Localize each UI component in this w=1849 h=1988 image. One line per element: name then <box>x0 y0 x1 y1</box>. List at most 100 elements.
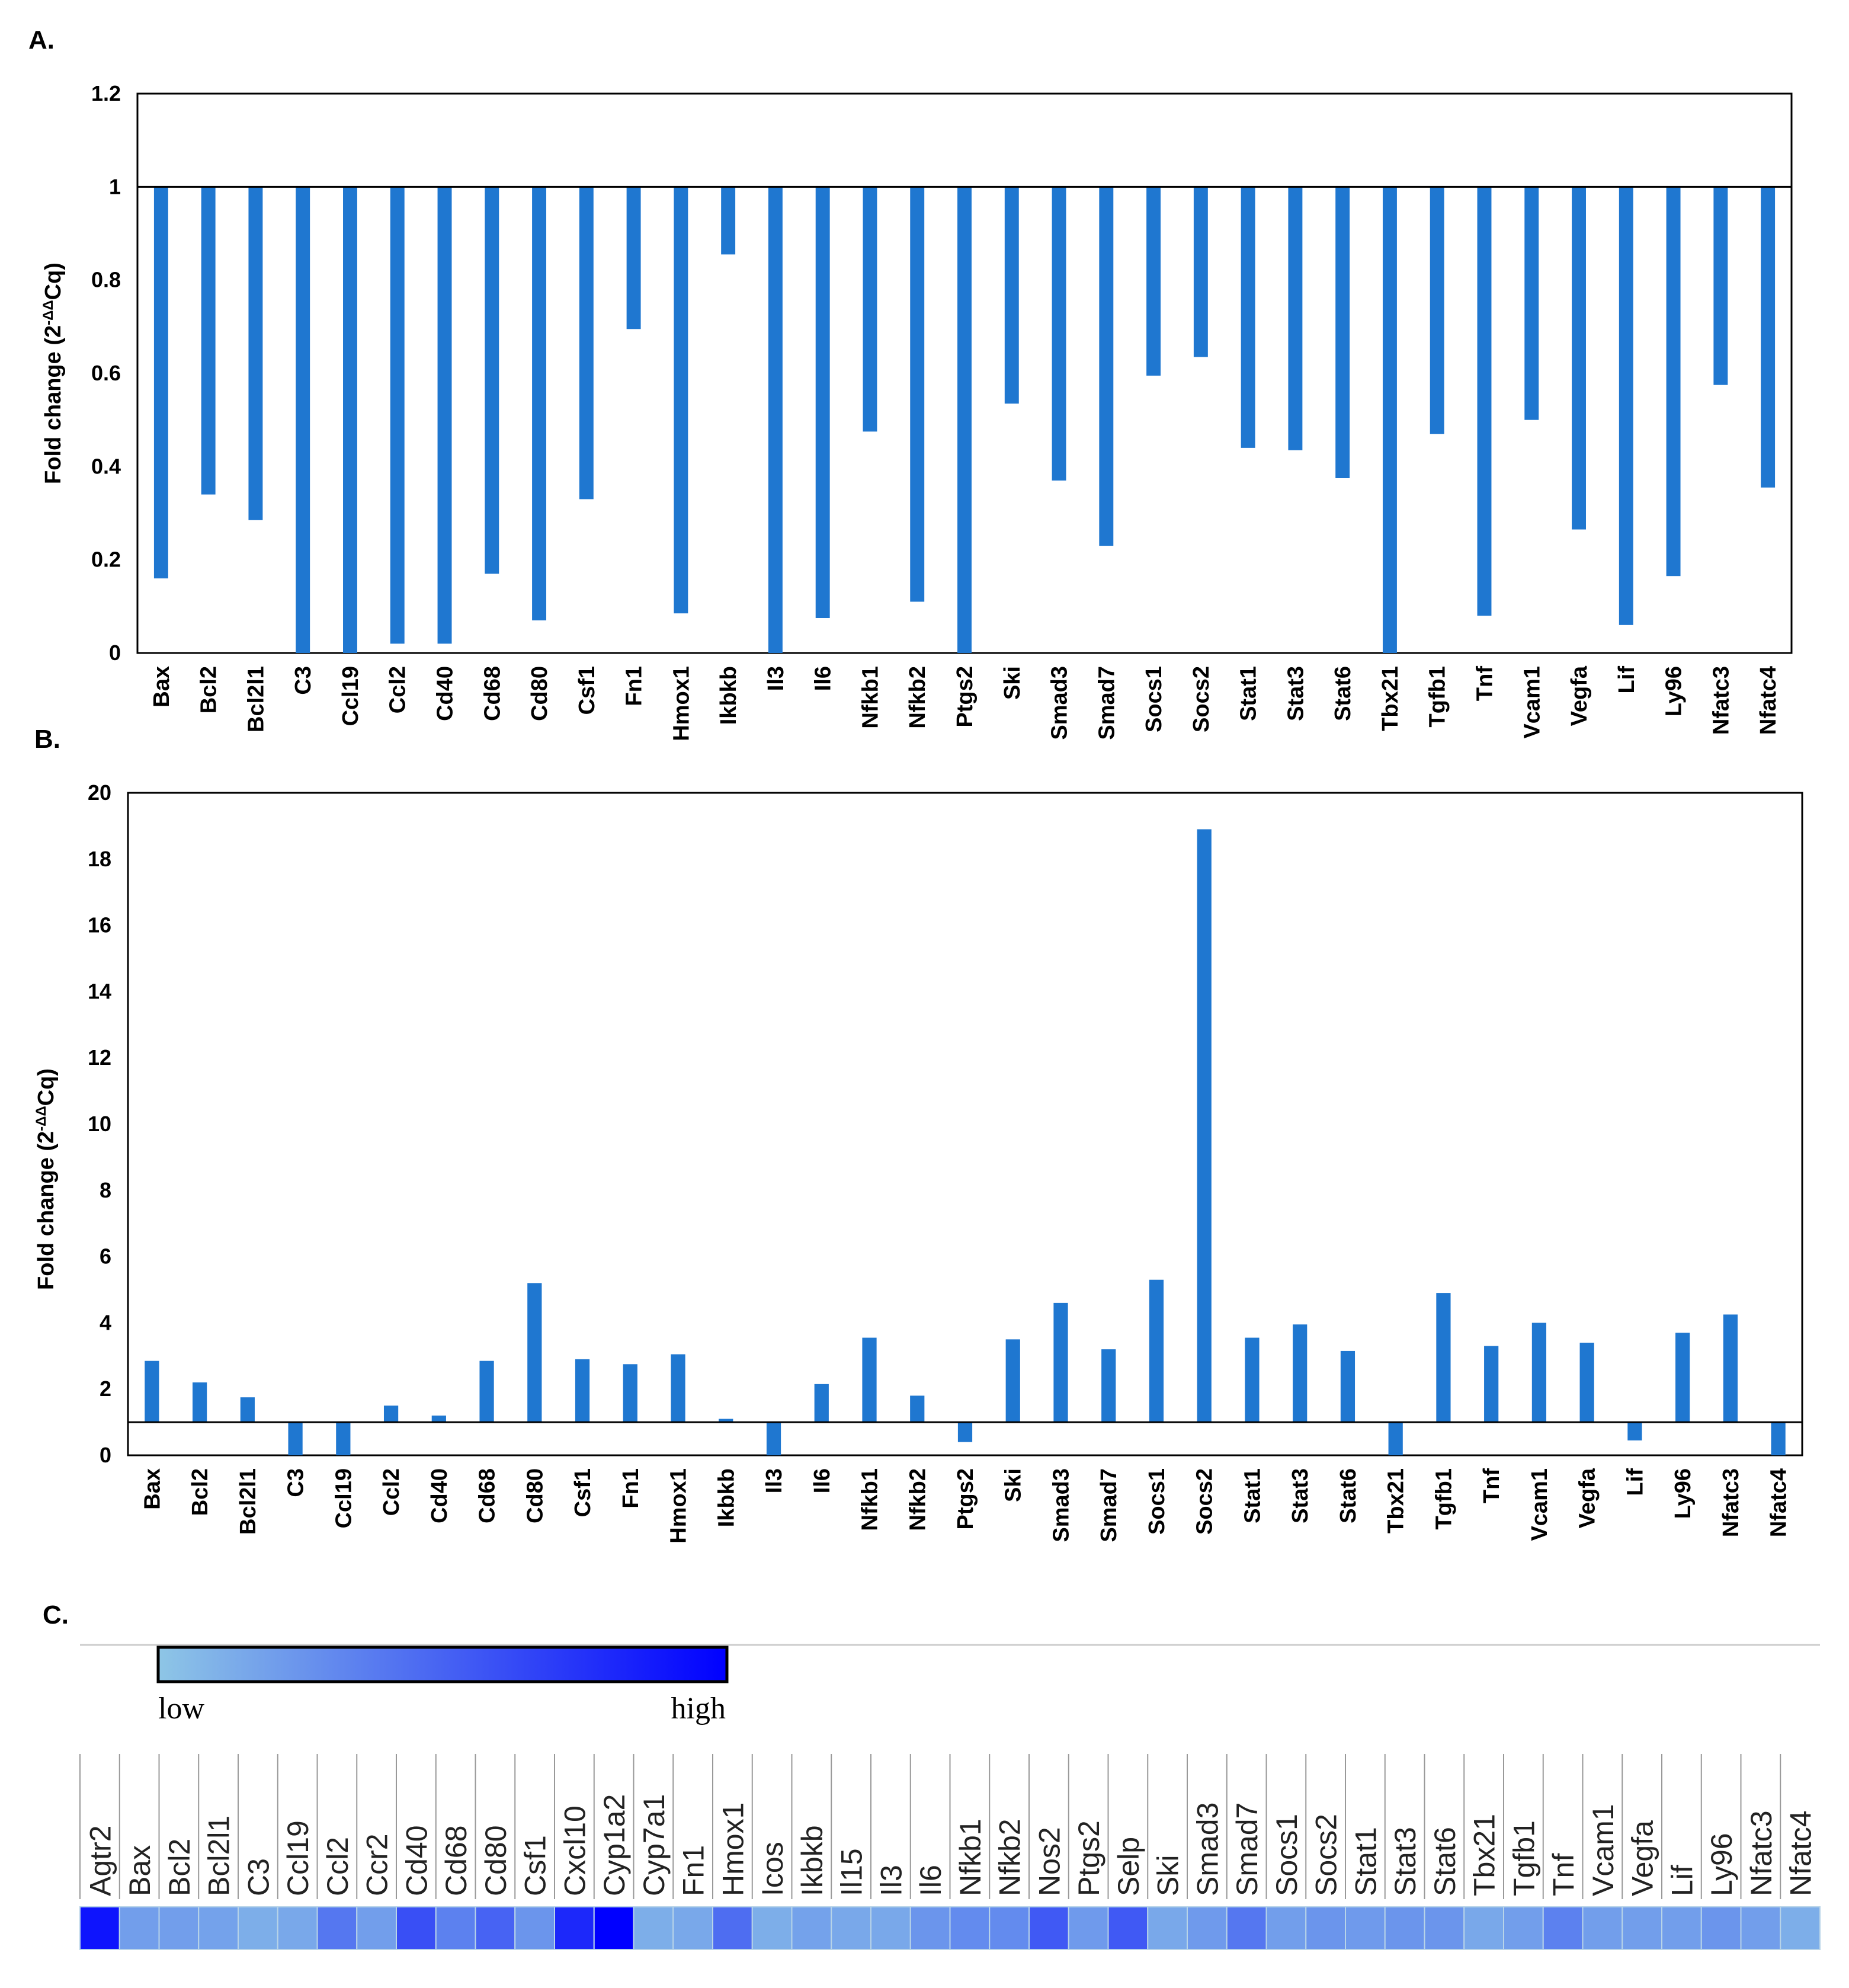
category-label: Tnf <box>1479 1468 1504 1503</box>
bar-Tbx21 <box>1388 1422 1403 1455</box>
bar-Bcl2l1 <box>248 187 263 520</box>
category-label: Bcl2l1 <box>236 1468 261 1535</box>
category-label: Vegfa <box>1567 665 1592 726</box>
category-label: Ikbkb <box>714 1468 739 1527</box>
heatmap-label: Ikbkb <box>796 1825 829 1896</box>
heatmap-cell-Socs2 <box>1305 1906 1346 1950</box>
y-tick-label: 1 <box>109 174 121 199</box>
heatmap-cell-Nfatc4 <box>1780 1906 1821 1950</box>
category-label: Nfatc4 <box>1767 1468 1792 1537</box>
category-label: Ptgs2 <box>953 666 978 727</box>
heatmap-label: Lif <box>1665 1865 1699 1896</box>
bar-Ccl19 <box>343 187 357 653</box>
heatmap-label: Nfkb2 <box>994 1819 1027 1896</box>
bar-Vegfa <box>1572 187 1586 530</box>
panel-label-b: B. <box>34 725 60 754</box>
chart-a-categories: Bax Bcl2 Bcl2l1 C3 Ccl19 Ccl2 Cd40 Cd68 Cd80 Csf1… <box>149 665 1781 741</box>
heatmap-label: Ptgs2 <box>1072 1820 1105 1896</box>
heatmap-label: Fn1 <box>677 1845 710 1896</box>
category-label: Lif <box>1614 666 1639 694</box>
heatmap-label: Nos2 <box>1033 1827 1066 1896</box>
heatmap-cell-Hmox1 <box>712 1906 753 1950</box>
heatmap-cell-Ikbkb <box>791 1906 832 1950</box>
category-label: Bax <box>140 1468 165 1510</box>
bar-Tbx21 <box>1382 187 1397 653</box>
heatmap-cell-Stat6 <box>1424 1906 1465 1950</box>
heatmap-label: Nfkb1 <box>954 1819 987 1896</box>
heatmap-cell-Cd68 <box>435 1906 476 1950</box>
heatmap-cell-Cyp7a1 <box>633 1906 674 1950</box>
bar-Stat1 <box>1245 1337 1260 1423</box>
category-label: Ccl2 <box>386 666 411 713</box>
heatmap-cell-Cd40 <box>396 1906 437 1950</box>
bar-Nfkb1 <box>863 187 877 432</box>
heatmap-cell-Cxcl10 <box>554 1906 595 1950</box>
bar-Vcam1 <box>1524 187 1539 420</box>
heatmap-label: Tgfb1 <box>1507 1820 1540 1896</box>
heatmap-cell-Selp <box>1107 1906 1149 1950</box>
chart-b-bars <box>145 829 1786 1455</box>
category-label: Fn1 <box>622 666 647 706</box>
category-label: Tbx21 <box>1378 666 1403 731</box>
category-label: Stat6 <box>1331 666 1355 721</box>
category-label: Stat3 <box>1283 666 1308 721</box>
category-label: Socs2 <box>1193 1468 1217 1535</box>
chart-b-categories: Bax Bcl2 Bcl2l1 C3 Ccl19 Ccl2 Cd40 Cd68 Cd80 Csf1… <box>140 1468 1791 1544</box>
bar-Bcl2l1 <box>240 1397 255 1423</box>
category-label: Socs1 <box>1142 666 1167 732</box>
bar-Il3 <box>768 187 783 653</box>
heatmap-label: Il6 <box>914 1865 947 1896</box>
heatmap-label: Ski <box>1152 1855 1185 1896</box>
chart-a-bars <box>153 187 1776 653</box>
heatmap-label: Vegfa <box>1626 1820 1659 1896</box>
category-label: Socs1 <box>1145 1468 1169 1535</box>
heatmap-cell-Smad7 <box>1226 1906 1267 1950</box>
y-tick-label: 0.2 <box>91 548 121 572</box>
heatmap-label: Il3 <box>874 1865 908 1896</box>
heatmap-cell-Tbx21 <box>1463 1906 1504 1950</box>
bar-Ptgs2 <box>957 187 972 653</box>
chart-b-frame <box>127 792 1803 1456</box>
category-label: Il3 <box>762 1468 787 1493</box>
heatmap-label: Nfatc4 <box>1784 1810 1818 1896</box>
legend-high-label: high <box>671 1692 726 1726</box>
bar-Smad3 <box>1052 187 1066 481</box>
heatmap-label: Nfatc3 <box>1745 1810 1778 1896</box>
bar-Smad3 <box>1053 1302 1068 1423</box>
bar-Nfkb2 <box>910 187 925 602</box>
heatmap-label: Smad7 <box>1230 1803 1264 1896</box>
bar-Tgfb1 <box>1436 1293 1451 1423</box>
heatmap-cell-Il15 <box>831 1906 871 1950</box>
heatmap-cell-Tgfb1 <box>1503 1906 1544 1950</box>
chart-b-yticks: 0 2 4 6 8 10 12 14 16 18 20 <box>88 780 111 1467</box>
category-label: Nfatc3 <box>1719 1468 1744 1537</box>
heatmap-cell-Stat1 <box>1345 1906 1386 1950</box>
heatmap-label: Cd68 <box>440 1825 473 1896</box>
heatmap-label: Il15 <box>835 1848 869 1896</box>
heatmap-cell-Lif <box>1661 1906 1702 1950</box>
y-tick-label: 1.2 <box>91 81 121 105</box>
chart-a-yticks: 0 0.2 0.4 0.6 0.8 1 1.2 <box>91 81 121 665</box>
category-label: Ccl19 <box>331 1468 356 1528</box>
heatmap-cell-Tnf <box>1542 1906 1584 1950</box>
category-label: Cd68 <box>475 1468 500 1523</box>
category-label: Stat1 <box>1236 666 1261 721</box>
heatmap-cell-Stat3 <box>1384 1906 1425 1950</box>
category-label: Cd80 <box>523 1468 547 1523</box>
heatmap-label: C3 <box>242 1858 275 1896</box>
y-tick-label: 4 <box>100 1310 111 1334</box>
bar-Vcam1 <box>1531 1323 1547 1423</box>
y-tick-label: 12 <box>88 1045 111 1070</box>
bar-Ikbkb <box>721 187 736 255</box>
color-scale-bar <box>156 1646 729 1683</box>
chart-c: low high Agtr2 Bax Bcl2 Bcl2l1 C3 Ccl19 Ccl2 Cc… <box>79 1644 1821 1950</box>
bar-Il6 <box>815 187 830 618</box>
heatmap-cell-Vcam1 <box>1582 1906 1623 1950</box>
heatmap-cell-Bax <box>118 1906 160 1950</box>
bar-Nfatc3 <box>1723 1314 1738 1423</box>
bar-Ikbkb <box>719 1419 733 1423</box>
heatmap-cell-Nfatc3 <box>1740 1906 1781 1950</box>
category-label: Hmox1 <box>669 666 694 741</box>
heatmap-cell-Nos2 <box>1028 1906 1069 1950</box>
bar-Socs2 <box>1197 829 1212 1423</box>
